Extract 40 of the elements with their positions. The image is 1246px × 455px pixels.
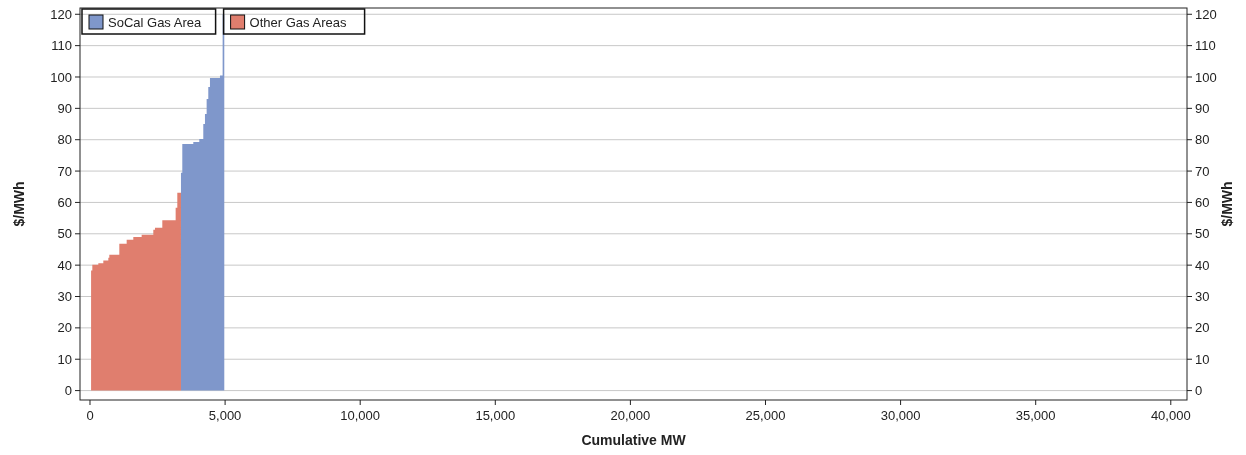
y-tick-label: 20 (57, 320, 72, 336)
y2-tick-label: 0 (1195, 383, 1203, 399)
x-tick-label: 30,000 (880, 408, 921, 423)
x-tick-label: 5,000 (208, 408, 242, 423)
y-tick-label: 90 (57, 100, 72, 116)
y-tick-label: 100 (50, 69, 72, 85)
y2-tick-label: 40 (1195, 257, 1210, 273)
y-tick-label: 30 (57, 289, 72, 305)
y2-tick-label: 10 (1195, 351, 1210, 367)
x-tick-label: 10,000 (340, 408, 381, 423)
y-tick-label: 40 (57, 257, 72, 273)
y2-tick-label: 80 (1195, 132, 1210, 148)
y2-tick-label: 90 (1195, 100, 1210, 116)
y2-tick-label: 120 (1195, 6, 1217, 22)
y-tick-label: 0 (64, 383, 72, 399)
y-tick-label: 110 (51, 38, 72, 54)
legend-label: SoCal Gas Area (108, 14, 202, 30)
y2-tick-label: 50 (1195, 226, 1210, 242)
y2-tick-label: 30 (1195, 289, 1210, 305)
x-tick-label: 0 (86, 408, 94, 423)
y-tick-label: 50 (57, 226, 72, 242)
y2-tick-label: 100 (1195, 69, 1217, 85)
x-tick-label: 35,000 (1015, 408, 1056, 423)
y-axis-title: $/MWh (11, 181, 27, 227)
y2-tick-label: 20 (1195, 320, 1210, 336)
y2-tick-label: 60 (1195, 194, 1210, 210)
y2-axis-title: $/MWh (1219, 181, 1235, 227)
x-tick-label: 20,000 (610, 408, 651, 423)
y-tick-label: 60 (57, 194, 72, 210)
x-axis-title: Cumulative MW (581, 432, 687, 448)
y-tick-label: 120 (50, 6, 72, 22)
y2-tick-label: 70 (1195, 163, 1210, 179)
y-tick-label: 10 (57, 351, 72, 367)
legend-label: Other Gas Areas (249, 14, 347, 30)
x-tick-label: 25,000 (745, 408, 786, 423)
x-tick-label: 40,000 (1150, 408, 1191, 423)
y-tick-label: 80 (57, 132, 72, 148)
x-tick-label: 15,000 (475, 408, 516, 423)
y2-tick-label: 110 (1195, 38, 1216, 54)
y-tick-label: 70 (57, 163, 72, 179)
